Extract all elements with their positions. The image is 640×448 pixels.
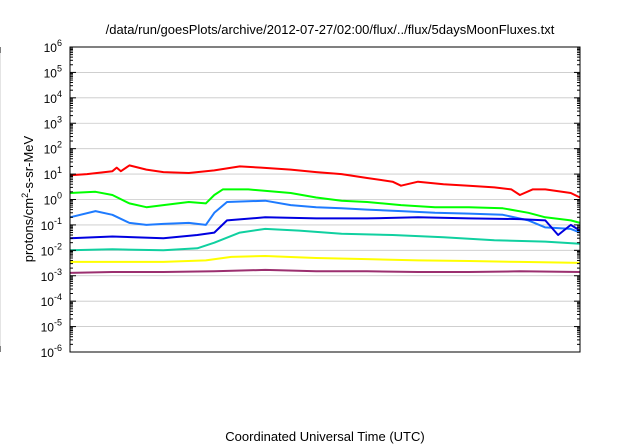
- y-tick-exponent: 2: [57, 140, 62, 150]
- y-axis-label-suffix: -s-sr-MeV: [21, 135, 36, 192]
- y-tick-exponent: 4: [57, 89, 62, 99]
- grid: [0, 47, 580, 352]
- series-line-6: [69, 268, 581, 274]
- y-axis-label-main: protons/cm: [21, 198, 36, 262]
- y-tick-base: 10: [44, 66, 58, 80]
- y-tick-exponent: -3: [54, 267, 62, 277]
- series-line-0: [69, 164, 581, 199]
- y-tick-exponent: 5: [57, 63, 62, 73]
- series-line-2: [69, 199, 581, 234]
- y-tick-label: 102: [44, 140, 62, 157]
- y-tick-base: 10: [41, 244, 55, 258]
- y-tick-label: 10-1: [41, 216, 62, 233]
- y-tick-exponent: -4: [54, 292, 62, 302]
- y-tick-base: 10: [44, 194, 58, 208]
- y-tick-label: 100: [44, 191, 62, 208]
- chart-title: /data/run/goesPlots/archive/2012-07-27/0…: [106, 22, 555, 37]
- y-axis-label-superscript: 2: [20, 193, 30, 198]
- y-tick-exponent: -5: [54, 318, 62, 328]
- y-tick-exponent: 3: [57, 114, 62, 124]
- y-tick-base: 10: [41, 346, 55, 360]
- y-tick-base: 10: [44, 41, 58, 55]
- y-tick-base: 10: [44, 92, 58, 106]
- y-tick-labels: 10-610-510-410-310-210-11001011021031041…: [41, 38, 62, 360]
- series-line-1: [69, 188, 581, 224]
- y-tick-label: 10-6: [41, 343, 62, 360]
- y-tick-exponent: 1: [57, 165, 62, 175]
- y-tick-exponent: -1: [54, 216, 62, 226]
- y-tick-base: 10: [41, 295, 55, 309]
- series-line-4: [69, 227, 581, 252]
- y-tick-label: 10-2: [41, 241, 62, 258]
- y-tick-base: 10: [41, 321, 55, 335]
- y-axis-label: protons/cm2-s-sr-MeV: [20, 135, 36, 262]
- y-tick-label: 10-3: [41, 267, 62, 284]
- x-axis-label: Coordinated Universal Time (UTC): [225, 429, 424, 444]
- y-tick-label: 101: [44, 165, 62, 182]
- y-tick-exponent: -2: [54, 241, 62, 251]
- y-tick-base: 10: [41, 219, 55, 233]
- y-tick-label: 10-4: [41, 292, 62, 309]
- axis-ticks: [0, 46, 580, 353]
- y-tick-label: 103: [44, 114, 62, 131]
- y-tick-exponent: 0: [57, 191, 62, 201]
- y-tick-label: 104: [44, 89, 62, 106]
- series-group: [69, 164, 581, 274]
- y-tick-label: 106: [44, 38, 62, 55]
- y-tick-label: 10-5: [41, 318, 62, 335]
- series-line-5: [70, 255, 581, 264]
- y-tick-exponent: 6: [57, 38, 62, 48]
- y-tick-base: 10: [41, 270, 55, 284]
- y-tick-exponent: -6: [54, 343, 62, 353]
- y-tick-label: 105: [44, 63, 62, 80]
- series-line-3: [69, 216, 581, 240]
- y-tick-base: 10: [44, 143, 58, 157]
- y-tick-base: 10: [44, 168, 58, 182]
- y-tick-base: 10: [44, 117, 58, 131]
